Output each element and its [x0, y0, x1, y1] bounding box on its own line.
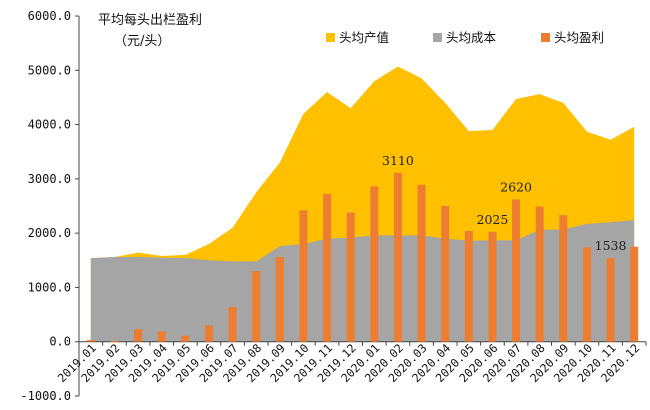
bar-profit	[110, 341, 119, 343]
y-tick-label: 2000.0	[28, 226, 71, 240]
bar-profit	[582, 247, 591, 342]
bar-profit	[323, 194, 332, 342]
bar-profit	[252, 271, 261, 342]
area-series-2	[90, 220, 635, 342]
bar-profit	[606, 258, 615, 342]
bar-profit	[512, 199, 521, 342]
bar-profit	[134, 329, 143, 342]
bar-profit	[441, 206, 450, 342]
bar-layer	[86, 172, 639, 343]
data-label: 2620	[500, 179, 532, 194]
legend: 头均产值 头均成本 头均盈利	[326, 30, 604, 45]
bar-profit	[204, 325, 213, 342]
chart-unit: （元/头）	[114, 34, 170, 49]
bar-profit	[559, 215, 568, 342]
bar-profit	[630, 246, 639, 342]
bar-profit	[535, 206, 544, 342]
bar-profit	[299, 210, 308, 342]
y-tick-label: 5000.0	[28, 63, 71, 77]
axes: 6000.0 5000.0 4000.0 3000.0 2000.0 1000.0 0.0 -…	[20, 9, 647, 403]
y-tick-label: 0.0	[49, 335, 71, 349]
data-label: 3110	[382, 153, 414, 168]
legend-label-profit: 头均盈利	[554, 30, 604, 45]
legend-swatch-cost	[433, 33, 442, 42]
legend-label-value: 头均产值	[339, 30, 389, 45]
area-layer	[90, 66, 635, 342]
y-tick-label: 3000.0	[28, 172, 71, 186]
y-tick-label: -1000.0	[20, 389, 71, 403]
chart-title: 平均每头出栏盈利	[98, 12, 202, 28]
legend-swatch-profit	[541, 33, 550, 42]
bar-profit	[370, 186, 379, 342]
legend-label-cost: 头均成本	[446, 30, 497, 45]
legend-swatch-value	[326, 33, 335, 42]
data-label-layer: 3110 2025 2620 1538	[382, 153, 626, 253]
bar-profit	[228, 306, 237, 342]
y-tick-label: 1000.0	[28, 280, 71, 294]
bar-profit	[275, 257, 284, 342]
bar-profit	[417, 184, 426, 342]
y-tick-label: 4000.0	[28, 118, 71, 132]
bar-profit	[464, 230, 473, 342]
bar-profit	[157, 331, 166, 342]
bar-profit	[393, 172, 402, 342]
bar-profit	[181, 335, 190, 342]
data-label: 1538	[595, 238, 627, 253]
y-tick-label: 6000.0	[28, 9, 71, 23]
bar-profit	[346, 212, 355, 342]
bar-profit	[488, 231, 497, 342]
data-label: 2025	[477, 212, 509, 227]
bar-profit	[86, 340, 95, 342]
